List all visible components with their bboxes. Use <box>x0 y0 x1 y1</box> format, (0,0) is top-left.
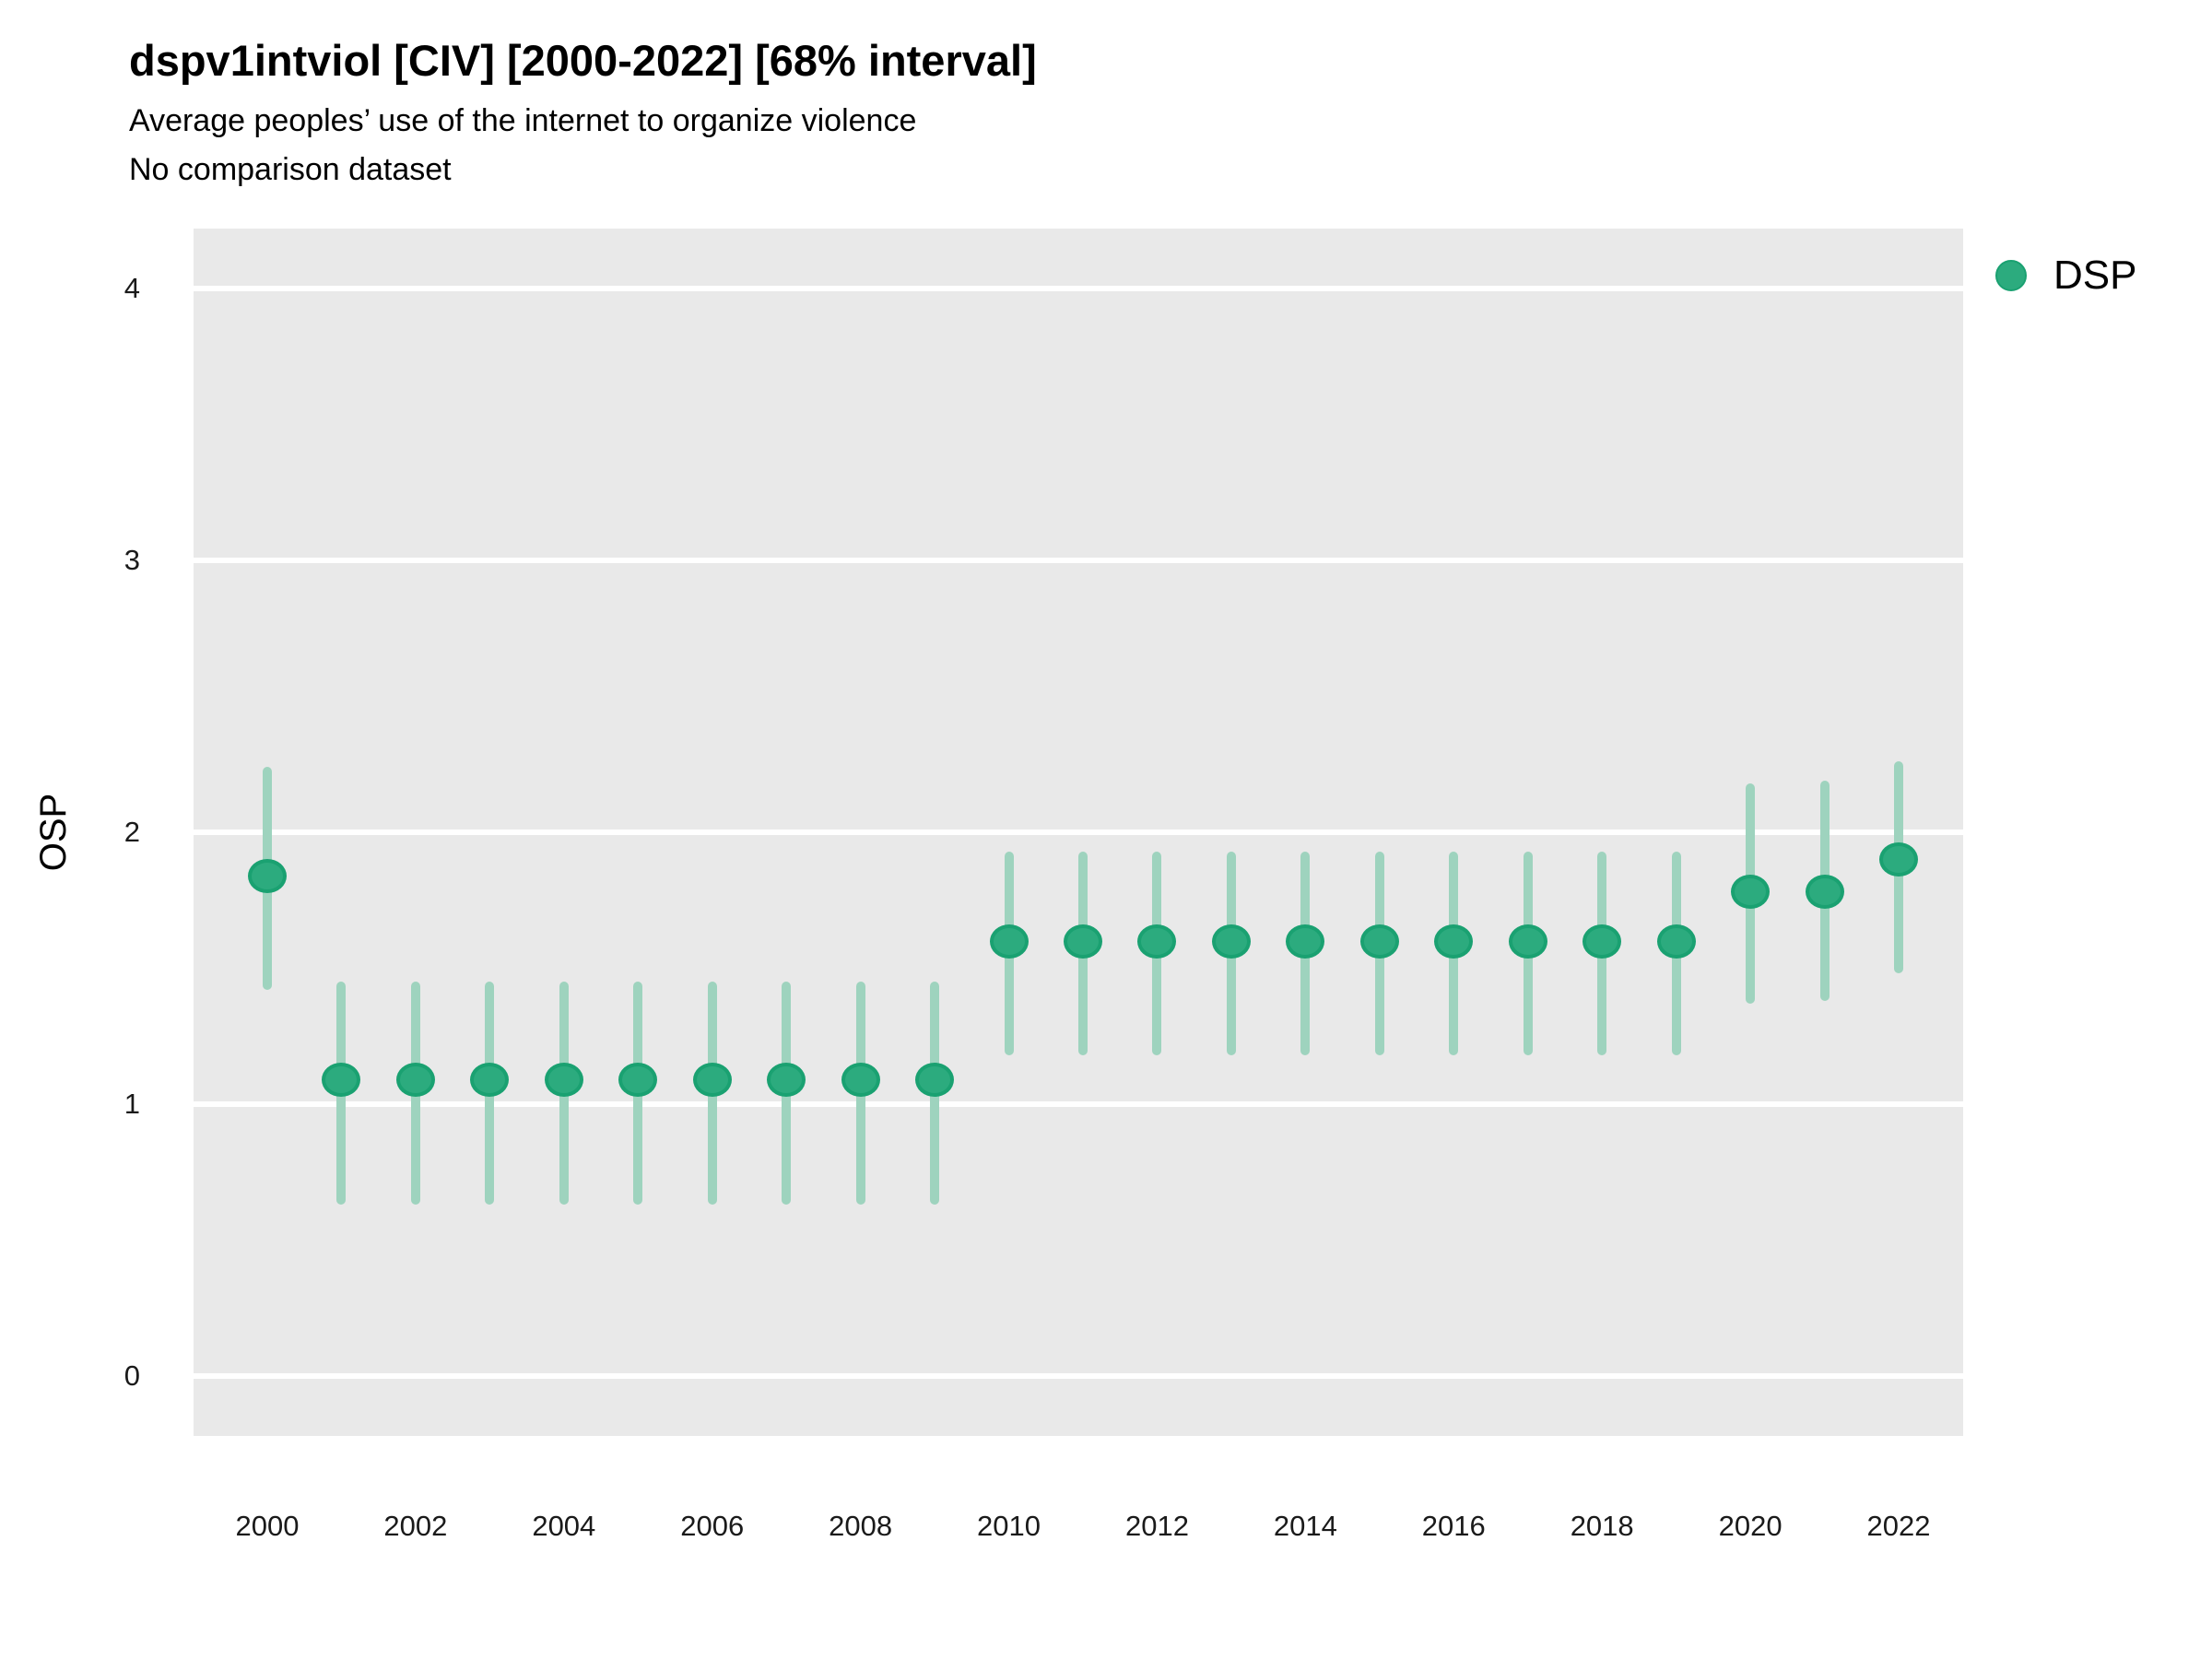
point-marker-2000 <box>248 858 287 893</box>
y-tick-label-1: 1 <box>124 1088 140 1121</box>
x-tick-label-2006: 2006 <box>680 1510 745 1542</box>
chart-subtitle: Average peoples’ use of the internet to … <box>129 103 917 138</box>
x-tick-label-2010: 2010 <box>977 1510 1041 1542</box>
y-tick-label-0: 0 <box>124 1359 140 1393</box>
legend-dot-icon <box>1995 260 2027 291</box>
point-marker-2020 <box>1731 875 1771 910</box>
x-tick-label-2002: 2002 <box>383 1510 448 1542</box>
point-marker-2009 <box>915 1062 955 1097</box>
gridline-y-1 <box>194 1101 1963 1108</box>
y-axis-title: OSP <box>33 793 74 872</box>
point-marker-2008 <box>841 1062 880 1097</box>
y-tick-label-3: 3 <box>124 543 140 576</box>
point-marker-2022 <box>1879 842 1918 877</box>
x-tick-label-2020: 2020 <box>1718 1510 1783 1542</box>
point-marker-2010 <box>989 924 1029 959</box>
point-marker-2016 <box>1434 924 1474 959</box>
point-marker-2003 <box>470 1062 510 1097</box>
point-marker-2021 <box>1805 875 1844 910</box>
point-marker-2014 <box>1286 924 1325 959</box>
gridline-y-4 <box>194 285 1963 291</box>
point-marker-2012 <box>1137 924 1177 959</box>
chart-note: No comparison dataset <box>129 152 452 187</box>
x-tick-label-2004: 2004 <box>532 1510 596 1542</box>
gridline-y-2 <box>194 830 1963 835</box>
x-tick-label-2022: 2022 <box>1866 1510 1931 1542</box>
chart-title: dspv1intviol [CIV] [2000-2022] [68% inte… <box>129 36 1037 85</box>
point-marker-2011 <box>1064 924 1102 959</box>
point-marker-2005 <box>618 1062 658 1097</box>
gridline-y-0 <box>194 1373 1963 1380</box>
point-marker-2018 <box>1583 924 1622 959</box>
x-tick-label-2018: 2018 <box>1570 1510 1634 1542</box>
point-marker-2007 <box>767 1062 806 1097</box>
x-tick-label-2012: 2012 <box>1124 1510 1189 1542</box>
y-tick-label-2: 2 <box>124 816 140 848</box>
point-marker-2017 <box>1508 924 1547 959</box>
y-tick-label-4: 4 <box>124 271 140 304</box>
legend-series-label: DSP <box>2053 253 2137 298</box>
x-tick-label-2008: 2008 <box>829 1510 893 1542</box>
point-marker-2013 <box>1211 924 1251 959</box>
point-marker-2006 <box>692 1062 732 1097</box>
point-marker-2015 <box>1359 924 1399 959</box>
point-marker-2002 <box>395 1062 435 1097</box>
x-tick-label-2000: 2000 <box>235 1510 300 1542</box>
point-marker-2001 <box>322 1062 361 1097</box>
point-marker-2019 <box>1656 924 1696 959</box>
x-tick-label-2014: 2014 <box>1273 1510 1337 1542</box>
gridline-y-3 <box>194 557 1963 563</box>
x-tick-label-2016: 2016 <box>1421 1510 1486 1542</box>
point-marker-2004 <box>544 1062 583 1097</box>
